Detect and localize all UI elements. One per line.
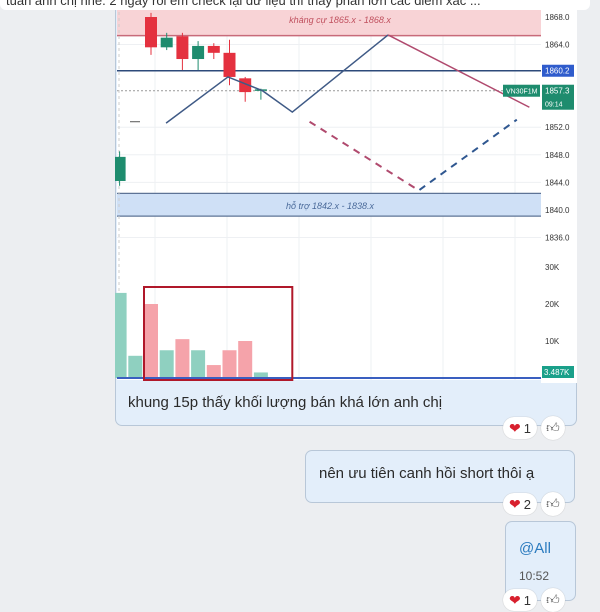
reactions: ❤ 1 👍︎ [503, 588, 565, 612]
trend-drawing [165, 34, 389, 124]
volume-tick-label: 30K [545, 263, 560, 272]
candle-body [115, 156, 126, 181]
last-price-badge [542, 84, 574, 110]
candle-body [192, 45, 205, 60]
volume-bar [238, 341, 253, 378]
price-tick-label: 1848.0 [545, 151, 570, 160]
heart-icon: ❤ [509, 419, 521, 436]
message-caption: khung 15p thấy khối lượng bán khá lớn an… [128, 394, 443, 411]
symbol-badge [503, 84, 540, 97]
trading-chart-image[interactable]: kháng cự 1865.x - 1868.x hỗ trợ 1842.x - … [115, 0, 577, 383]
last-price-label: 1857.3 [545, 87, 570, 96]
price-tick-label: 1852.0 [545, 123, 570, 132]
volume-tick-label: 20K [545, 300, 560, 309]
countdown-label: 09:14 [545, 102, 563, 109]
heart-icon: ❤ [509, 495, 521, 512]
resistance-label: kháng cự 1865.x - 1868.x [289, 15, 391, 25]
candle-body [207, 45, 220, 53]
highlight-box [143, 286, 294, 381]
candle-body [239, 78, 252, 93]
volume-bar [253, 372, 268, 378]
thumbs-up-icon[interactable]: 👍︎ [540, 588, 565, 612]
reactions: ❤ 2 👍︎ [503, 492, 565, 516]
support-zone [117, 193, 541, 217]
hline-badge [542, 64, 574, 77]
symbol-label: VN30F1M [506, 89, 538, 96]
volume-bar [222, 350, 237, 378]
message-bubble[interactable]: @All 10:52 [505, 521, 576, 601]
thumbs-up-icon[interactable]: 👍︎ [540, 416, 565, 440]
volume-bar [128, 355, 143, 378]
hline-badge-label: 1860.2 [545, 67, 570, 76]
volume-bar [115, 292, 127, 378]
candle-body [223, 52, 236, 77]
thumbs-up-icon[interactable]: 👍︎ [540, 492, 565, 516]
heart-reaction[interactable]: ❤ 2 [503, 493, 537, 515]
candle-body [145, 17, 157, 48]
price-tick-label: 1864.0 [545, 41, 570, 50]
price-tick-label: 1836.0 [545, 233, 570, 242]
plot-background [117, 0, 541, 380]
volume-badge-label: 3.487K [544, 368, 570, 377]
heart-reaction[interactable]: ❤ 1 [503, 417, 537, 439]
heart-reaction[interactable]: ❤ 1 [503, 589, 537, 611]
price-tick-label: 1844.0 [545, 178, 570, 187]
volume-bar [175, 339, 190, 378]
candle-body [160, 37, 173, 48]
candle-body [176, 36, 189, 60]
volume-tick-label: 10K [545, 337, 560, 346]
price-tick-label: 1840.0 [545, 206, 570, 215]
message-time: 10:52 [519, 569, 550, 583]
volume-bar [159, 350, 174, 378]
volume-bar [206, 365, 221, 378]
volume-badge [542, 366, 574, 378]
support-label: hỗ trợ 1842.x - 1838.x [286, 201, 374, 211]
reactions: ❤ 1 👍︎ [503, 416, 565, 440]
price-tick-label: 1868.0 [545, 13, 570, 22]
price-axis [541, 0, 577, 383]
previous-message: tuần anh chị nhé. 2 ngày rồi em check lạ… [0, 0, 590, 10]
mention-all[interactable]: @All [519, 540, 551, 557]
volume-bar [191, 350, 206, 378]
heart-icon: ❤ [509, 591, 521, 608]
volume-bar [144, 304, 158, 378]
